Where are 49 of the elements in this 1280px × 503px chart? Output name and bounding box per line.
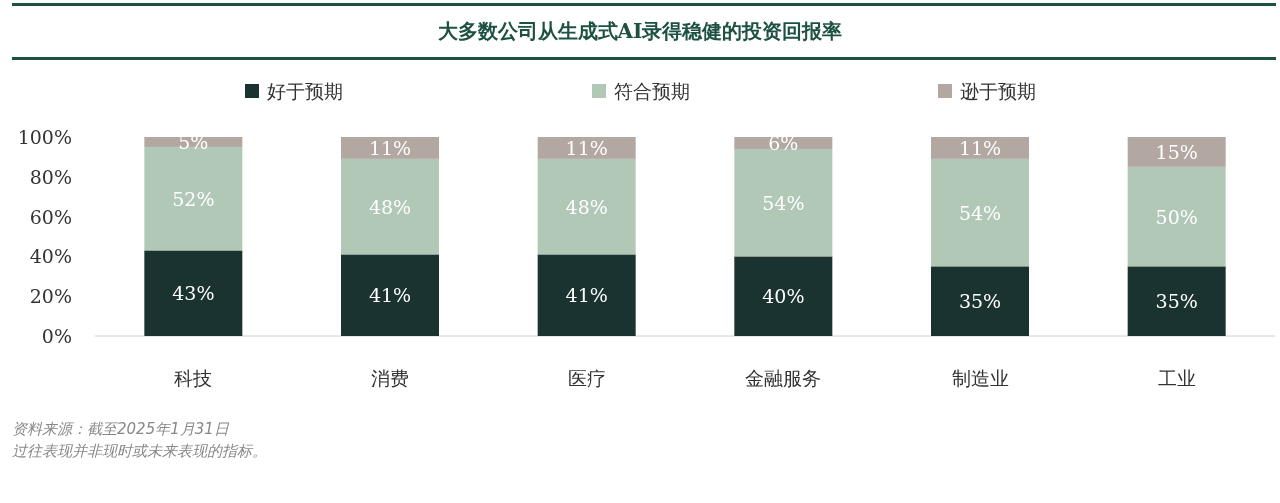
chart-title: 大多数公司从生成式AI录得稳健的投资回报率 (437, 19, 843, 43)
y-tick-label: 100% (17, 126, 72, 148)
bar (1127, 137, 1226, 167)
bar (341, 137, 439, 159)
legend-label: 好于预期 (267, 80, 343, 102)
data-label: 15% (1155, 140, 1198, 163)
bar (931, 137, 1029, 159)
bar (931, 266, 1029, 336)
data-label: 41% (565, 284, 608, 307)
bar (734, 148, 833, 257)
bar (341, 158, 439, 255)
x-tick-label: 消费 (371, 367, 409, 389)
data-label: 48% (368, 195, 412, 218)
x-tick-label: 医疗 (567, 367, 606, 389)
data-label: 35% (958, 290, 1002, 313)
x-tick-label: 制造业 (951, 367, 1009, 389)
bar (144, 250, 243, 336)
text: 过往表现并非现时或未来表现的指标。 (12, 442, 267, 460)
bar (341, 254, 439, 336)
data-label: 54% (958, 201, 1002, 224)
y-tick-label: 0% (41, 325, 72, 347)
y-tick-label: 20% (29, 285, 72, 308)
y-tick-label: 60% (29, 205, 72, 228)
data-label: 11% (958, 136, 1002, 159)
y-tick-label: 80% (29, 165, 72, 188)
y-tick-label: 40% (29, 245, 72, 268)
data-label: 52% (172, 187, 215, 210)
legend-label: 符合预期 (614, 80, 690, 102)
data-label: 40% (762, 285, 805, 308)
bar (1127, 266, 1226, 336)
data-label: 41% (368, 284, 412, 307)
bar (537, 137, 636, 159)
data-label: 43% (172, 282, 215, 305)
x-tick-label: 金融服务 (745, 367, 822, 389)
bar (1127, 166, 1226, 267)
legend-label: 逊于预期 (960, 80, 1036, 102)
data-label: 11% (368, 136, 412, 159)
data-label: 50% (1155, 205, 1198, 228)
bar (931, 158, 1029, 267)
data-label: 35% (1155, 290, 1198, 313)
data-label: 54% (762, 191, 805, 214)
text: 资料来源：截至2025年1月31日 (12, 420, 230, 438)
bar (537, 254, 636, 336)
data-label: 48% (565, 195, 608, 218)
x-tick-label: 工业 (1157, 367, 1196, 389)
data-label: 11% (565, 136, 608, 159)
x-tick-label: 科技 (174, 367, 213, 389)
bar (734, 256, 833, 336)
bar (537, 158, 636, 255)
